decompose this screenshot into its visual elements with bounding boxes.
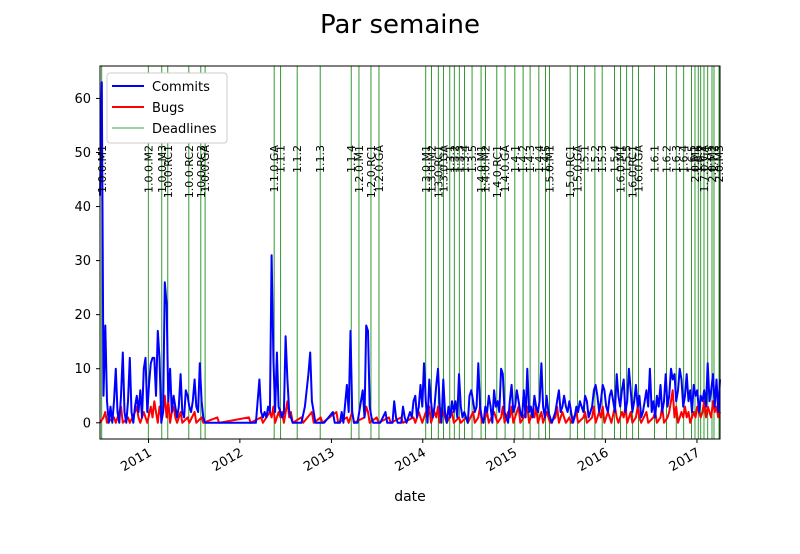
deadline-label: 1.5.4 (608, 145, 621, 173)
plot-frame (99, 65, 721, 440)
deadline-label: 1.0.0.M3 (156, 145, 169, 193)
deadline-label: 1.2.0.M1 (353, 145, 366, 193)
deadline-label: 1.2.0.GA (373, 145, 386, 193)
series-line-commits (99, 81, 721, 424)
deadline-label: 1.6.3 (670, 145, 683, 173)
deadline-label: 1.7.2 (708, 145, 721, 173)
deadline-label: 2.0.M2 (706, 145, 719, 182)
deadline-label: 1.0.0.RC1 (162, 145, 175, 198)
deadline-label: 1.5.1 (579, 145, 592, 173)
y-tick-label: 10 (74, 362, 91, 377)
deadline-label: 1.4.3 (524, 145, 537, 173)
deadline-label: 1.5.5 (621, 145, 634, 173)
deadline-label: 1.4.4 (533, 145, 546, 173)
deadline-label: 1.4.0.M1 (475, 145, 488, 193)
deadline-label: 1.1.1 (275, 145, 288, 173)
deadline-label: 1.3.0.RC1 (432, 145, 445, 198)
deadline-label: 1.1.3 (314, 145, 327, 173)
deadline-label: 1.0.0.RC3 (195, 145, 208, 198)
deadline-label: 1.2.0.RC1 (365, 145, 378, 198)
deadline-label: 2.0.M1 (689, 145, 702, 182)
legend-label-deadlines: Deadlines (152, 122, 217, 137)
deadline-label: 1.3.3 (453, 145, 466, 173)
deadline-label: 1.6.0.RC1 (627, 145, 640, 198)
series-layer (99, 81, 721, 424)
deadline-label: 1.4.0.M2 (480, 145, 493, 193)
deadline-label: 1.5.0.M1 (544, 145, 557, 193)
deadline-label: 1.0.0.GA (199, 145, 212, 193)
deadline-label: 1.3.0.M2 (426, 145, 439, 193)
series-line-bugs (99, 389, 721, 424)
deadline-label: 1.5.2 (589, 145, 602, 173)
deadline-label: 1.5.3 (596, 145, 609, 173)
deadline-label: 1.6.5 (685, 145, 698, 173)
legend-label-bugs: Bugs (152, 101, 184, 116)
deadline-label: 1.5.0.GA (572, 145, 585, 193)
y-tick-label: 60 (74, 92, 91, 107)
legend: Commits Bugs Deadlines (106, 72, 228, 144)
chart-title: Par semaine (320, 10, 480, 40)
deadline-label: 1.5.0.RC1 (564, 145, 577, 198)
deadline-label: 1.6.0.GA (632, 145, 645, 193)
deadline-label: 1.4.0.RC1 (491, 145, 504, 198)
deadline-label: 2.0.M3 (713, 145, 726, 182)
deadline-label: 1.3.5 (466, 145, 479, 173)
deadline-labels: 1.0.0.M1 1.0.0.M2 1.0.0.M31.0.0.RC1 1.0.0.R… (96, 145, 726, 199)
deadline-label: 1.6.6 (692, 145, 705, 173)
y-axis: 0 10 20 30 40 50 60 (74, 92, 100, 431)
deadline-label: 1.3.0.M1 (420, 145, 433, 193)
y-tick-label: 20 (74, 308, 91, 323)
x-axis-label: date (394, 489, 426, 505)
deadline-label: 1.0.0.M2 (142, 145, 155, 193)
deadline-label: 1.4.1 (509, 145, 522, 173)
deadline-label: 1.1.0.GA (268, 145, 281, 193)
deadline-label: 1.6.0.M1 (614, 145, 627, 193)
y-tick-label: 0 (83, 416, 91, 431)
legend-box (106, 72, 228, 144)
deadline-label: 1.3.1 (444, 145, 457, 173)
deadline-label: 1.0.0.RC2 (183, 145, 196, 198)
y-tick-label: 50 (74, 146, 91, 161)
y-tick-label: 40 (74, 200, 91, 215)
deadline-label: 1.6.2 (660, 145, 673, 173)
y-tick-label: 30 (74, 254, 91, 269)
deadline-label: 1.1.4 (345, 145, 358, 173)
deadline-label: 1.6.7 (695, 145, 708, 173)
deadline-label: 1.3.0.GA (438, 145, 451, 193)
deadline-label: 1.3.4 (459, 145, 472, 173)
deadline-label: 1.4.2 (517, 145, 530, 173)
deadline-label: 1.0.0.M1 (96, 145, 109, 193)
deadline-label: 1.7.1 (702, 145, 715, 173)
deadline-label: 1.6.4 (678, 145, 691, 173)
deadline-label: 1.1.2 (291, 145, 304, 173)
deadline-label: 1.4.0.GA (499, 145, 512, 193)
deadline-label: 1.3.2 (448, 145, 461, 173)
deadline-label: 1.6.1 (648, 145, 661, 173)
deadline-label: 1.7.0.GA (698, 145, 711, 193)
deadline-label: 1.4.5 (540, 145, 553, 173)
legend-label-commits: Commits (152, 80, 210, 95)
